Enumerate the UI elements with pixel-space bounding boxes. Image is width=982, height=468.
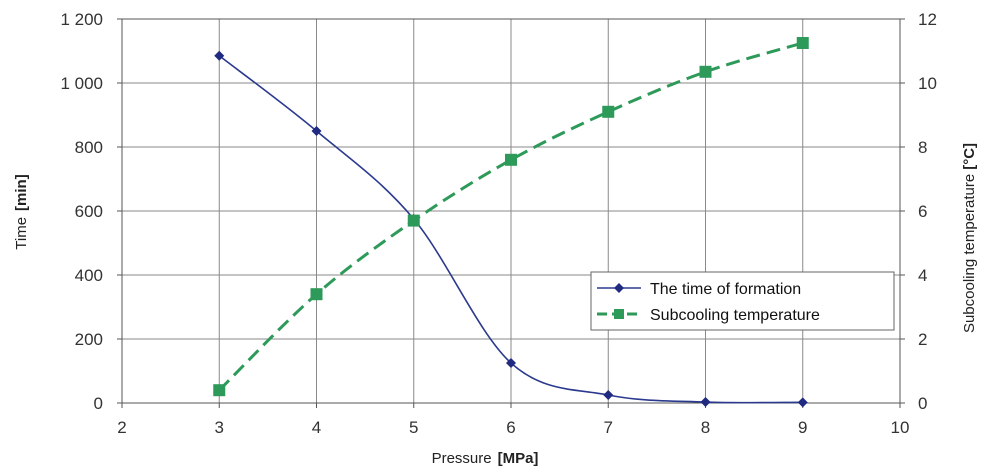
y-tick-label: 200: [75, 330, 103, 349]
data-point-diamond: [797, 397, 808, 408]
legend-square-marker: [614, 309, 624, 319]
y2-tick-label: 8: [918, 138, 927, 157]
series-subcooling-temperature: [213, 37, 809, 397]
data-point-square: [505, 153, 517, 166]
data-point-square: [407, 214, 420, 227]
x-tick-label: 9: [798, 418, 807, 437]
y2-axis-title: Subcooling temperature [°C]: [961, 143, 978, 333]
data-point-square: [602, 105, 615, 118]
y2-tick-label: 12: [918, 10, 937, 29]
y-axis-ticks: 0 200 400 600 800 1 000 1 200: [60, 10, 122, 413]
y2-tick-label: 2: [918, 330, 927, 349]
chart-grid: [122, 19, 900, 403]
chart-legend: The time of formation Subcooling tempera…: [590, 271, 895, 331]
x-tick-label: 4: [312, 418, 321, 437]
y-tick-label: 600: [75, 202, 103, 221]
y2-axis-ticks: 0 2 4 6 8 10 12: [900, 10, 937, 413]
legend-entry-formation: The time of formation: [597, 281, 801, 298]
y-axis-unit: [min]: [13, 174, 30, 211]
x-tick-label: 2: [117, 418, 126, 437]
data-point-square: [310, 288, 323, 301]
legend-entry-subcooling: Subcooling temperature: [597, 307, 820, 324]
y-axis-title: Time [min]: [13, 174, 30, 249]
y-tick-label: 1 000: [60, 74, 103, 93]
x-tick-label: 7: [604, 418, 613, 437]
data-point-diamond: [506, 358, 516, 368]
data-point-diamond: [603, 390, 614, 400]
y-tick-label: 800: [75, 138, 103, 157]
y-axis-label: Time: [13, 217, 30, 250]
x-tick-label: 10: [891, 418, 910, 437]
y2-tick-label: 10: [918, 74, 937, 93]
y2-tick-label: 4: [918, 266, 927, 285]
y2-tick-label: 0: [918, 394, 927, 413]
x-axis-ticks: 2 3 4 5 6 7 8 9 10: [117, 403, 909, 437]
y2-axis-unit: [°C]: [961, 143, 978, 170]
legend-box: [590, 271, 895, 331]
legend-diamond-marker: [614, 283, 624, 293]
chart-series: [213, 37, 809, 408]
data-point-diamond: [311, 126, 322, 136]
y-tick-label: 1 200: [60, 10, 103, 29]
y2-tick-label: 6: [918, 202, 927, 221]
y2-axis-label: Subcooling temperature: [961, 174, 978, 333]
y-tick-label: 400: [75, 266, 103, 285]
data-point-diamond: [214, 50, 225, 61]
x-tick-label: 5: [409, 418, 418, 437]
data-point-square: [796, 37, 809, 49]
x-axis-label: Pressure: [432, 450, 492, 467]
data-point-square: [213, 384, 226, 397]
x-tick-label: 8: [701, 418, 710, 437]
x-axis-unit: [MPa]: [498, 450, 539, 467]
legend-label-formation: The time of formation: [650, 281, 801, 298]
y-tick-label: 0: [94, 394, 103, 413]
x-tick-label: 6: [506, 418, 515, 437]
data-point-diamond: [700, 397, 711, 408]
x-axis-title: Pressure [MPa]: [432, 450, 539, 467]
data-point-square: [699, 65, 712, 78]
x-tick-label: 3: [215, 418, 224, 437]
legend-label-subcooling: Subcooling temperature: [650, 307, 820, 324]
